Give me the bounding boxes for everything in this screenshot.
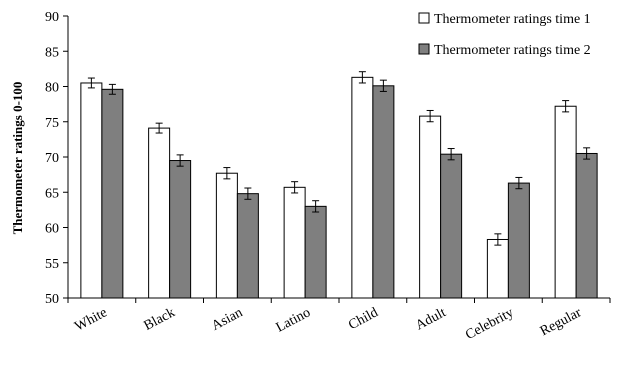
bar-asian-time1 <box>215 172 238 299</box>
error-bar <box>223 167 231 180</box>
bar-child-time1 <box>351 76 374 299</box>
bar-black-time2 <box>169 160 192 299</box>
error-bar <box>562 100 570 113</box>
y-tick-label: 60 <box>45 222 59 237</box>
bar-adult-time2 <box>440 153 463 299</box>
y-tick-label: 80 <box>45 81 59 96</box>
error-bar <box>291 181 299 194</box>
error-bar <box>155 122 163 134</box>
legend-swatch-time2 <box>418 43 430 55</box>
bar-regular-time1 <box>554 105 577 299</box>
error-bar <box>108 83 116 95</box>
x-tick-label: Celebrity <box>463 305 516 343</box>
y-tick-label: 90 <box>45 10 59 25</box>
bar-child-time2 <box>372 85 395 299</box>
error-bar <box>312 200 320 213</box>
bar-white-time1 <box>80 82 103 299</box>
legend-label-time2: Thermometer ratings time 2 <box>434 43 591 58</box>
error-bar <box>379 79 387 92</box>
x-tick-labels: White Black Asian Latino Child Adult Celebrity… <box>72 305 584 343</box>
legend-label-time1: Thermometer ratings time 1 <box>434 12 591 27</box>
error-bar <box>494 233 502 246</box>
y-tick-label: 85 <box>45 45 59 60</box>
x-tick-label: Asian <box>209 305 245 334</box>
error-bar <box>87 77 95 89</box>
y-tick-label: 55 <box>45 257 59 272</box>
bar-black-time1 <box>148 127 171 299</box>
error-bar <box>176 154 184 167</box>
y-tick-label: 65 <box>45 186 59 201</box>
error-bar <box>358 71 366 84</box>
y-axis: 50 55 60 65 70 75 80 85 90 <box>45 10 69 307</box>
x-tick-label: Adult <box>413 305 448 333</box>
bar-white-time2 <box>101 88 124 299</box>
x-tick-label: Child <box>346 305 381 333</box>
error-bar <box>515 176 523 190</box>
bars <box>80 71 598 299</box>
x-tick-label: White <box>72 305 109 334</box>
error-bar <box>583 147 591 160</box>
y-tick-label: 50 <box>45 292 59 307</box>
y-tick-label: 75 <box>45 116 59 131</box>
bar-regular-time2 <box>575 152 598 299</box>
error-bar <box>244 187 252 200</box>
legend-swatch-time1 <box>418 12 430 24</box>
error-bar <box>447 148 455 161</box>
error-bar <box>426 109 434 123</box>
bar-latino-time2 <box>304 205 327 299</box>
x-tick-label: Regular <box>538 305 584 339</box>
bar-celebrity-time2 <box>507 182 530 299</box>
x-axis <box>67 297 611 303</box>
bar-asian-time2 <box>236 193 259 299</box>
bar-adult-time1 <box>419 115 442 299</box>
y-axis-title: Thermometer ratings 0-100 <box>10 82 25 235</box>
x-tick-label: Latino <box>274 305 313 335</box>
legend: Thermometer ratings time 1 Thermometer r… <box>418 12 591 58</box>
y-tick-label: 70 <box>45 151 59 166</box>
x-tick-label: Black <box>142 305 178 334</box>
bar-latino-time1 <box>283 186 306 299</box>
bar-celebrity-time1 <box>486 238 509 299</box>
